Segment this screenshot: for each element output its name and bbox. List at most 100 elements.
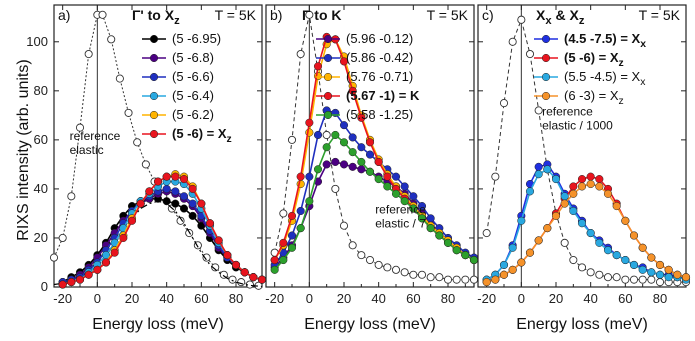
legend-item: (6 -3) = Xz [534, 88, 624, 107]
data-point [586, 179, 595, 189]
legend-item: (5.5 -4.5) = Xx [534, 69, 646, 88]
data-point [499, 260, 509, 269]
data-point [214, 236, 223, 245]
legend-marker [541, 91, 551, 101]
data-point [339, 57, 349, 66]
reference-point [141, 160, 150, 169]
y-tick-label: 40 [34, 181, 48, 196]
legend-marker [541, 53, 551, 63]
data-point [322, 160, 331, 169]
y-tick-label: 100 [26, 34, 48, 49]
data-point [560, 199, 569, 208]
data-point [612, 202, 621, 211]
reference-point [133, 138, 142, 147]
reference-point [499, 99, 509, 108]
data-point [569, 182, 578, 191]
x-tick-label: 60 [406, 291, 420, 306]
data-point [357, 157, 366, 166]
data-point [75, 275, 85, 284]
data-point [287, 211, 297, 220]
reference-point [365, 255, 375, 265]
x-tick-label: 80 [229, 291, 243, 306]
data-point [313, 165, 323, 174]
data-point [452, 246, 461, 255]
data-point [339, 138, 349, 147]
reference-point [647, 275, 656, 284]
series-4 [482, 179, 691, 287]
data-point [357, 113, 366, 122]
data-point [162, 172, 171, 181]
data-point [603, 189, 613, 198]
data-point [179, 204, 189, 213]
reference-point [409, 270, 418, 279]
y-tick-label: 80 [34, 83, 48, 98]
data-point [127, 216, 137, 225]
reference-point [534, 106, 543, 115]
panel-heading: Xx & Xz [536, 7, 585, 27]
reference-point [98, 10, 107, 19]
reference-point [124, 108, 133, 117]
reference-annotation: reference elastic / 1000 [542, 104, 613, 132]
data-point [179, 192, 189, 201]
data-point [171, 187, 180, 196]
data-point [348, 162, 357, 171]
data-point [270, 255, 279, 265]
reference-point [491, 172, 500, 181]
data-point [339, 160, 349, 169]
data-point [357, 143, 366, 152]
data-point [551, 175, 561, 184]
data-point [400, 197, 409, 206]
reference-point [331, 184, 340, 193]
data-point [270, 265, 279, 274]
reference-point [115, 74, 124, 83]
reference-point [357, 251, 366, 260]
data-point [296, 224, 305, 233]
reference-point [586, 268, 595, 277]
legend-label: (5 -6.4) [172, 88, 214, 103]
reference-point [339, 221, 349, 230]
reference-point [67, 192, 76, 201]
x-tick-label: 80 [441, 291, 455, 306]
x-tick-label: 20 [125, 291, 139, 306]
data-point [153, 177, 163, 186]
plot-frame [265, 4, 475, 288]
data-point [647, 253, 656, 262]
legend-marker [149, 72, 159, 82]
data-point [638, 243, 647, 252]
data-point [171, 199, 180, 208]
data-point [305, 197, 314, 206]
temperature-label: T = 5K [215, 7, 257, 23]
data-point [257, 275, 267, 284]
reference-point [75, 123, 85, 132]
data-point [569, 206, 578, 216]
data-point [508, 265, 517, 274]
data-point [543, 165, 552, 174]
legend-item: (5.96 -0.12) [316, 31, 413, 46]
x-tick-label: 0 [94, 291, 101, 306]
data-point [409, 192, 418, 201]
x-tick-label: 0 [306, 291, 313, 306]
data-point [296, 172, 305, 181]
data-point [313, 130, 323, 140]
reference-point [443, 275, 453, 284]
reference-point [417, 270, 427, 279]
data-point [197, 199, 206, 208]
data-point [603, 246, 613, 255]
data-point [569, 189, 578, 198]
data-point [482, 278, 491, 287]
data-point [595, 238, 604, 247]
data-point [638, 265, 647, 274]
legend-item: (5 -6.2) [142, 107, 214, 122]
data-point [84, 270, 93, 279]
legend-label: (4.5 -7.5) = Xx [564, 31, 646, 50]
temperature-label: T = 5K [427, 7, 469, 23]
series-6 [58, 172, 267, 289]
legend-item: (5 -6.4) [142, 88, 214, 103]
legend-label: (5.5 -4.5) = Xx [564, 69, 646, 88]
legend-label: (5.86 -0.42) [346, 50, 413, 65]
data-point [322, 143, 331, 152]
legend-item: (5 -6) = Xz [142, 126, 232, 145]
data-point [136, 199, 145, 208]
data-point [365, 138, 375, 147]
